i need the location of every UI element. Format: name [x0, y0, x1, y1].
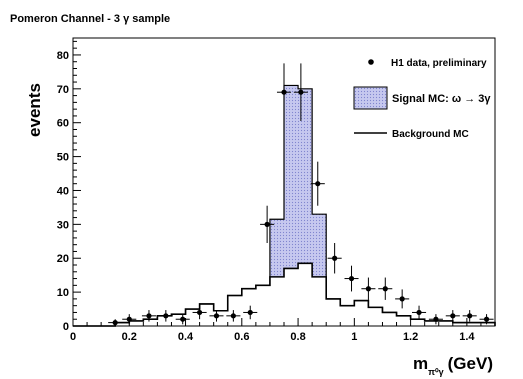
legend-data-marker	[368, 59, 374, 65]
x-axis-label-unit: (GeV)	[448, 354, 493, 373]
data-point	[264, 221, 270, 227]
x-tick-label: 0.8	[290, 331, 305, 343]
data-point	[483, 316, 490, 322]
data-point	[399, 296, 405, 302]
legend-signal-swatch	[353, 86, 388, 110]
data-point	[247, 309, 253, 316]
svg-text:mπ⁰γ(GeV): mπ⁰γ (GeV)	[413, 354, 493, 377]
data-point	[213, 313, 220, 319]
x-tick-label: 0.6	[234, 331, 249, 343]
data-point	[315, 181, 321, 187]
y-tick-label: 40	[57, 185, 69, 197]
data-point	[348, 275, 355, 282]
data-point	[298, 89, 304, 95]
x-tick-label: 0	[70, 331, 76, 343]
y-axis-label: events	[25, 83, 44, 137]
legend-data-label: H1 data, preliminary	[391, 58, 487, 69]
data-point	[467, 313, 473, 319]
data-point	[197, 309, 203, 316]
data-point	[332, 255, 338, 261]
background-mc-line	[73, 262, 496, 327]
x-tick-label: 1.4	[459, 331, 475, 343]
chart-title: Pomeron Channel - 3 γ sample	[10, 13, 170, 25]
data-point	[450, 313, 456, 319]
plot-area	[72, 37, 496, 327]
data-point	[365, 286, 371, 292]
x-axis-label: mπ⁰γ (GeV)	[413, 354, 493, 377]
data-point	[433, 316, 439, 322]
x-axis-label-sub: π⁰γ	[428, 367, 444, 377]
legend: H1 data, preliminary Signal MC: ω → 3γ Bac…	[353, 58, 491, 140]
x-tick-label: 0.4	[178, 331, 194, 343]
y-tick-label: 10	[57, 287, 69, 299]
legend-background-label: Background MC	[392, 129, 469, 140]
x-tick-label: 1.2	[403, 331, 418, 343]
data-point	[416, 309, 422, 316]
y-tick-label: 50	[57, 152, 69, 164]
data-point	[163, 313, 169, 319]
y-tick-label: 30	[57, 219, 69, 231]
y-tick-label: 60	[57, 118, 69, 130]
y-tick-label: 80	[57, 50, 69, 62]
x-tick-label: 0.2	[122, 331, 137, 343]
y-tick-label: 70	[57, 84, 69, 96]
data-point	[180, 316, 186, 322]
x-axis-label-main: m	[413, 354, 428, 373]
data-point	[382, 286, 388, 292]
y-tick-label: 0	[63, 321, 69, 333]
data-point	[281, 89, 287, 95]
data-point	[146, 313, 152, 319]
legend-signal-label: Signal MC: ω → 3γ	[392, 93, 491, 105]
signal-mc-line	[73, 84, 496, 327]
y-axis: 0 10 20 30 40 50 60 70 80	[57, 40, 81, 333]
x-axis: 0 0.2 0.4 0.6 0.8 1 1.2 1.4	[70, 318, 482, 343]
x-tick-label: 1	[351, 331, 357, 343]
data-point	[230, 313, 236, 319]
y-tick-label: 20	[57, 253, 69, 265]
